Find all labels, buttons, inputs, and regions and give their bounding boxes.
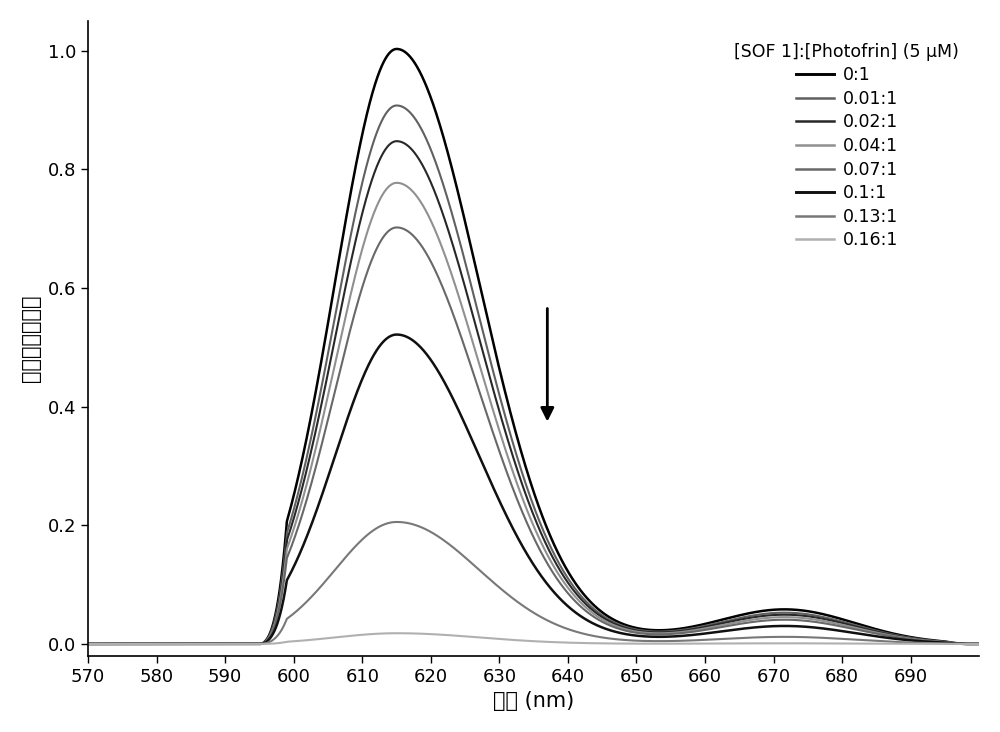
0.01:1 — [391, 101, 403, 110]
0.1:1 — [973, 640, 985, 649]
0.02:1 — [391, 137, 403, 146]
Line: 0:1: 0:1 — [88, 49, 979, 644]
0.16:1 — [237, 640, 249, 649]
0.16:1 — [391, 629, 403, 638]
0.02:1 — [237, 640, 249, 649]
0.04:1 — [956, 639, 968, 648]
0.13:1 — [82, 640, 94, 649]
0.1:1 — [860, 630, 872, 639]
Line: 0.01:1: 0.01:1 — [88, 105, 979, 644]
0.16:1 — [463, 632, 475, 641]
0.16:1 — [956, 640, 968, 649]
0.1:1 — [184, 640, 196, 649]
0.01:1 — [463, 272, 475, 280]
Line: 0.1:1: 0.1:1 — [88, 335, 979, 644]
0.13:1 — [184, 640, 196, 649]
0.02:1 — [956, 639, 968, 648]
0.01:1 — [237, 640, 249, 649]
0.16:1 — [860, 639, 872, 648]
0.13:1 — [860, 636, 872, 645]
0.07:1 — [956, 639, 968, 648]
0.1:1 — [424, 354, 436, 363]
0.04:1 — [463, 324, 475, 333]
0:1 — [956, 639, 968, 648]
0.04:1 — [391, 179, 403, 187]
0.13:1 — [391, 518, 403, 526]
0:1 — [391, 45, 403, 53]
0:1 — [973, 640, 985, 649]
0.02:1 — [184, 640, 196, 649]
0.16:1 — [184, 640, 196, 649]
0.1:1 — [237, 640, 249, 649]
0.07:1 — [424, 255, 436, 264]
Line: 0.16:1: 0.16:1 — [88, 633, 979, 644]
0.07:1 — [860, 627, 872, 636]
0.01:1 — [184, 640, 196, 649]
0.07:1 — [237, 640, 249, 649]
0.04:1 — [973, 640, 985, 649]
0.1:1 — [463, 428, 475, 437]
0.13:1 — [973, 640, 985, 649]
0.04:1 — [237, 640, 249, 649]
0.01:1 — [973, 640, 985, 649]
0.13:1 — [424, 527, 436, 536]
Line: 0.04:1: 0.04:1 — [88, 183, 979, 644]
0.02:1 — [424, 176, 436, 185]
0:1 — [860, 622, 872, 631]
0.13:1 — [237, 640, 249, 649]
0:1 — [237, 640, 249, 649]
Line: 0.07:1: 0.07:1 — [88, 228, 979, 644]
0.04:1 — [184, 640, 196, 649]
Line: 0.13:1: 0.13:1 — [88, 522, 979, 644]
0.02:1 — [82, 640, 94, 649]
0.02:1 — [973, 640, 985, 649]
0.13:1 — [463, 556, 475, 565]
0.07:1 — [82, 640, 94, 649]
0.16:1 — [424, 630, 436, 638]
0.16:1 — [973, 640, 985, 649]
0:1 — [424, 92, 436, 100]
0.07:1 — [973, 640, 985, 649]
0.1:1 — [956, 640, 968, 649]
0.02:1 — [860, 624, 872, 633]
0.1:1 — [82, 640, 94, 649]
Line: 0.02:1: 0.02:1 — [88, 141, 979, 644]
0.07:1 — [391, 223, 403, 232]
0.04:1 — [860, 626, 872, 635]
0.01:1 — [860, 624, 872, 632]
0.13:1 — [956, 640, 968, 649]
0.07:1 — [463, 355, 475, 364]
0.1:1 — [391, 330, 403, 339]
0.16:1 — [82, 640, 94, 649]
0:1 — [184, 640, 196, 649]
0.01:1 — [424, 143, 436, 152]
0.02:1 — [463, 296, 475, 305]
Legend: 0:1, 0.01:1, 0.02:1, 0.04:1, 0.07:1, 0.1:1, 0.13:1, 0.16:1: 0:1, 0.01:1, 0.02:1, 0.04:1, 0.07:1, 0.1… — [727, 36, 966, 256]
0:1 — [82, 640, 94, 649]
0:1 — [463, 233, 475, 242]
Y-axis label: 归一化荧光强度: 归一化荧光强度 — [21, 294, 41, 382]
0.01:1 — [956, 639, 968, 648]
0.04:1 — [424, 214, 436, 223]
0.07:1 — [184, 640, 196, 649]
0.04:1 — [82, 640, 94, 649]
0.01:1 — [82, 640, 94, 649]
X-axis label: 波长 (nm): 波长 (nm) — [493, 691, 574, 712]
